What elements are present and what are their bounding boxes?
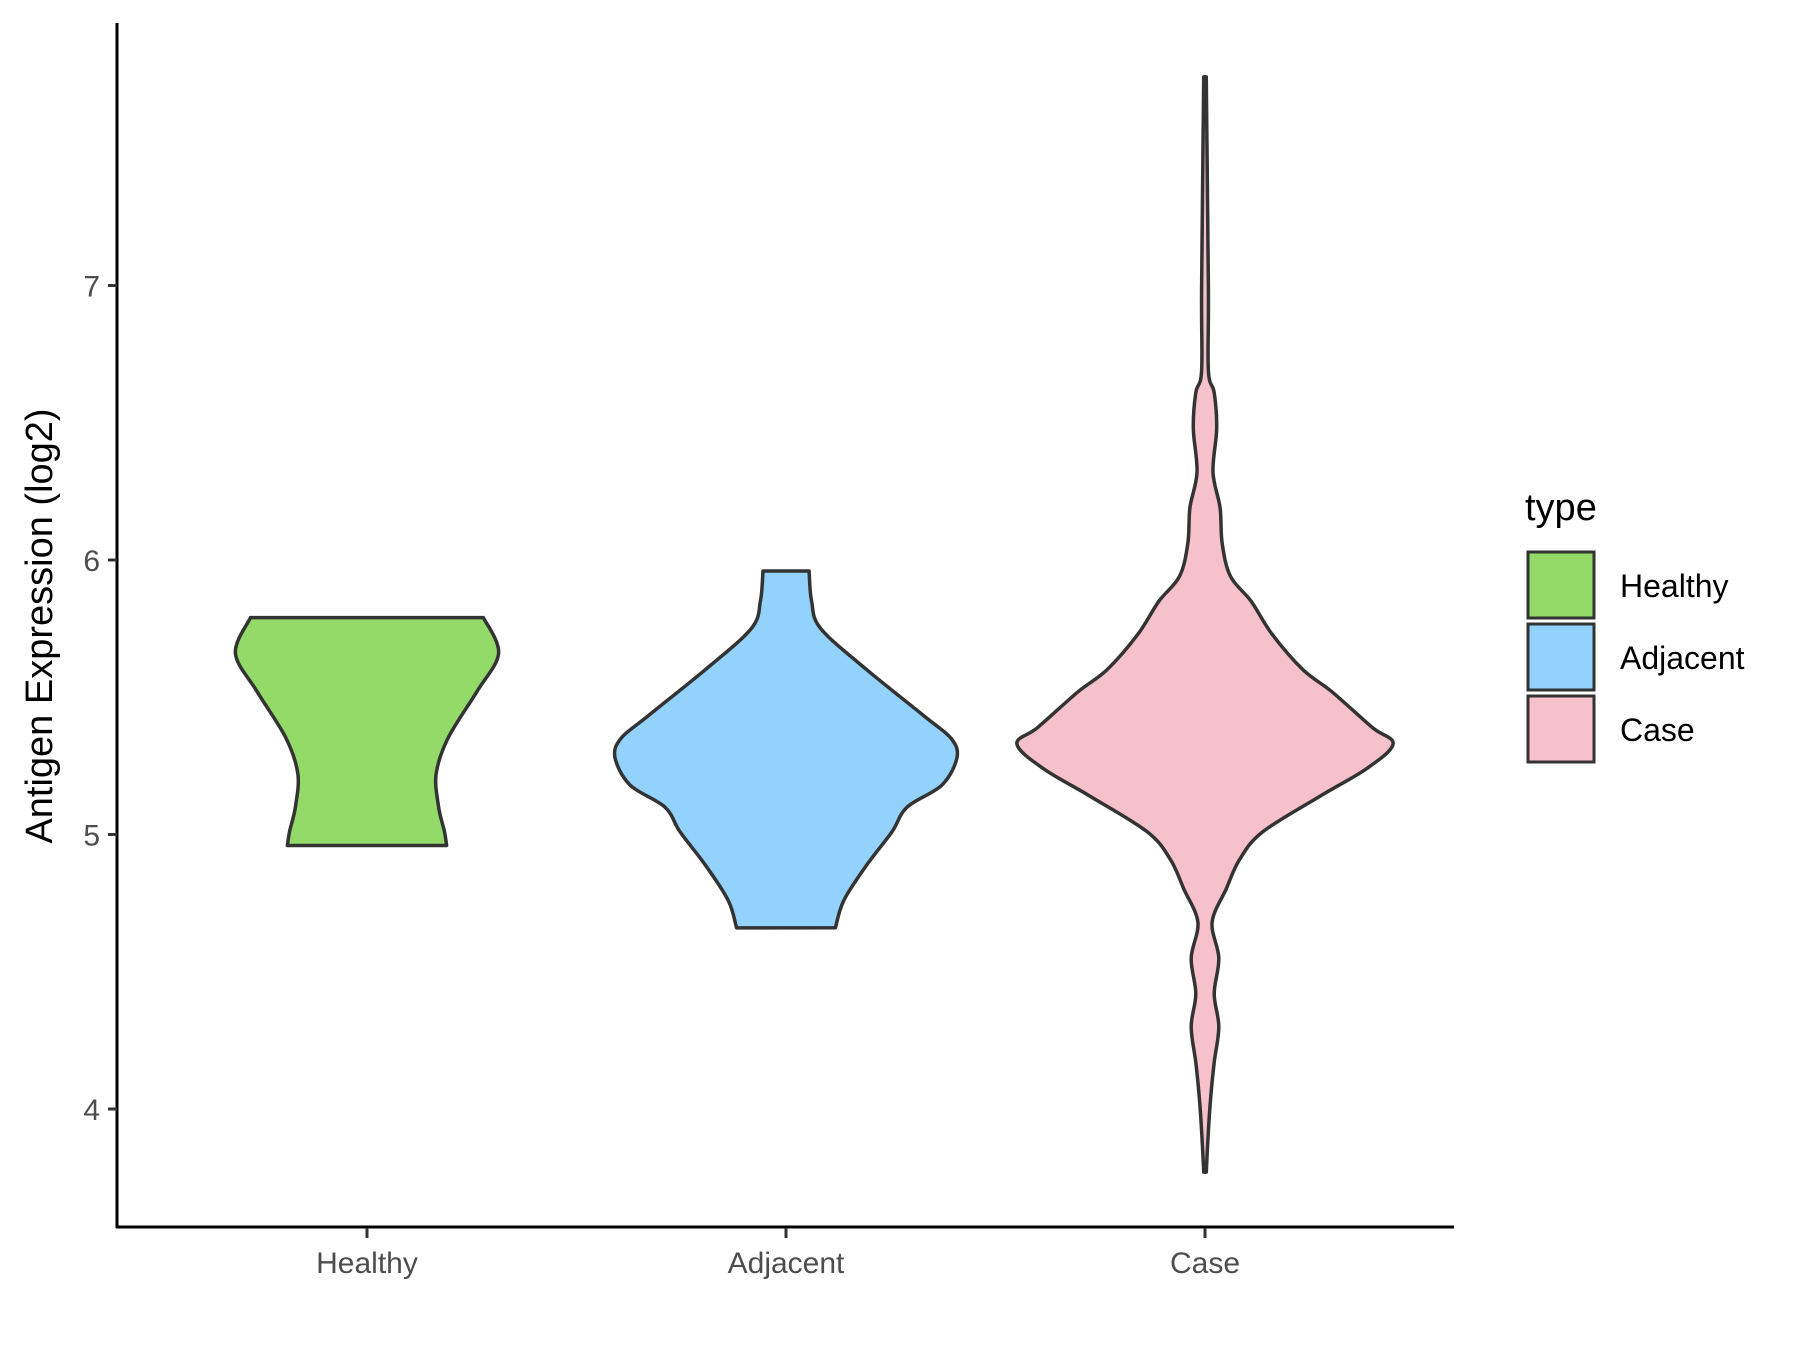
legend-label: Adjacent [1620,640,1745,676]
y-tick-label: 7 [83,271,100,304]
violin-healthy [233,615,501,848]
legend: type Healthy Adjacent Case [1525,487,1745,764]
violins [233,75,1395,1174]
y-tick-label: 4 [83,1094,100,1127]
legend-key-adjacent [1526,622,1596,692]
x-ticks: Healthy Adjacent Case [316,1228,1240,1280]
x-tick-label: Case [1170,1247,1240,1280]
y-axis-label: Antigen Expression (log2) [19,408,61,843]
y-tick-label: 5 [83,820,100,853]
legend-key-healthy [1526,550,1596,620]
x-tick-label: Adjacent [728,1247,845,1280]
y-tick-label: 6 [83,545,100,578]
y-ticks: 4 5 6 7 [83,271,117,1127]
violin-adjacent [612,569,960,930]
violin-case [1015,75,1395,1174]
legend-title: type [1525,487,1597,529]
legend-key-case [1526,694,1596,764]
x-tick-label: Healthy [316,1247,418,1280]
legend-label: Case [1620,712,1695,748]
legend-label: Healthy [1620,568,1729,604]
